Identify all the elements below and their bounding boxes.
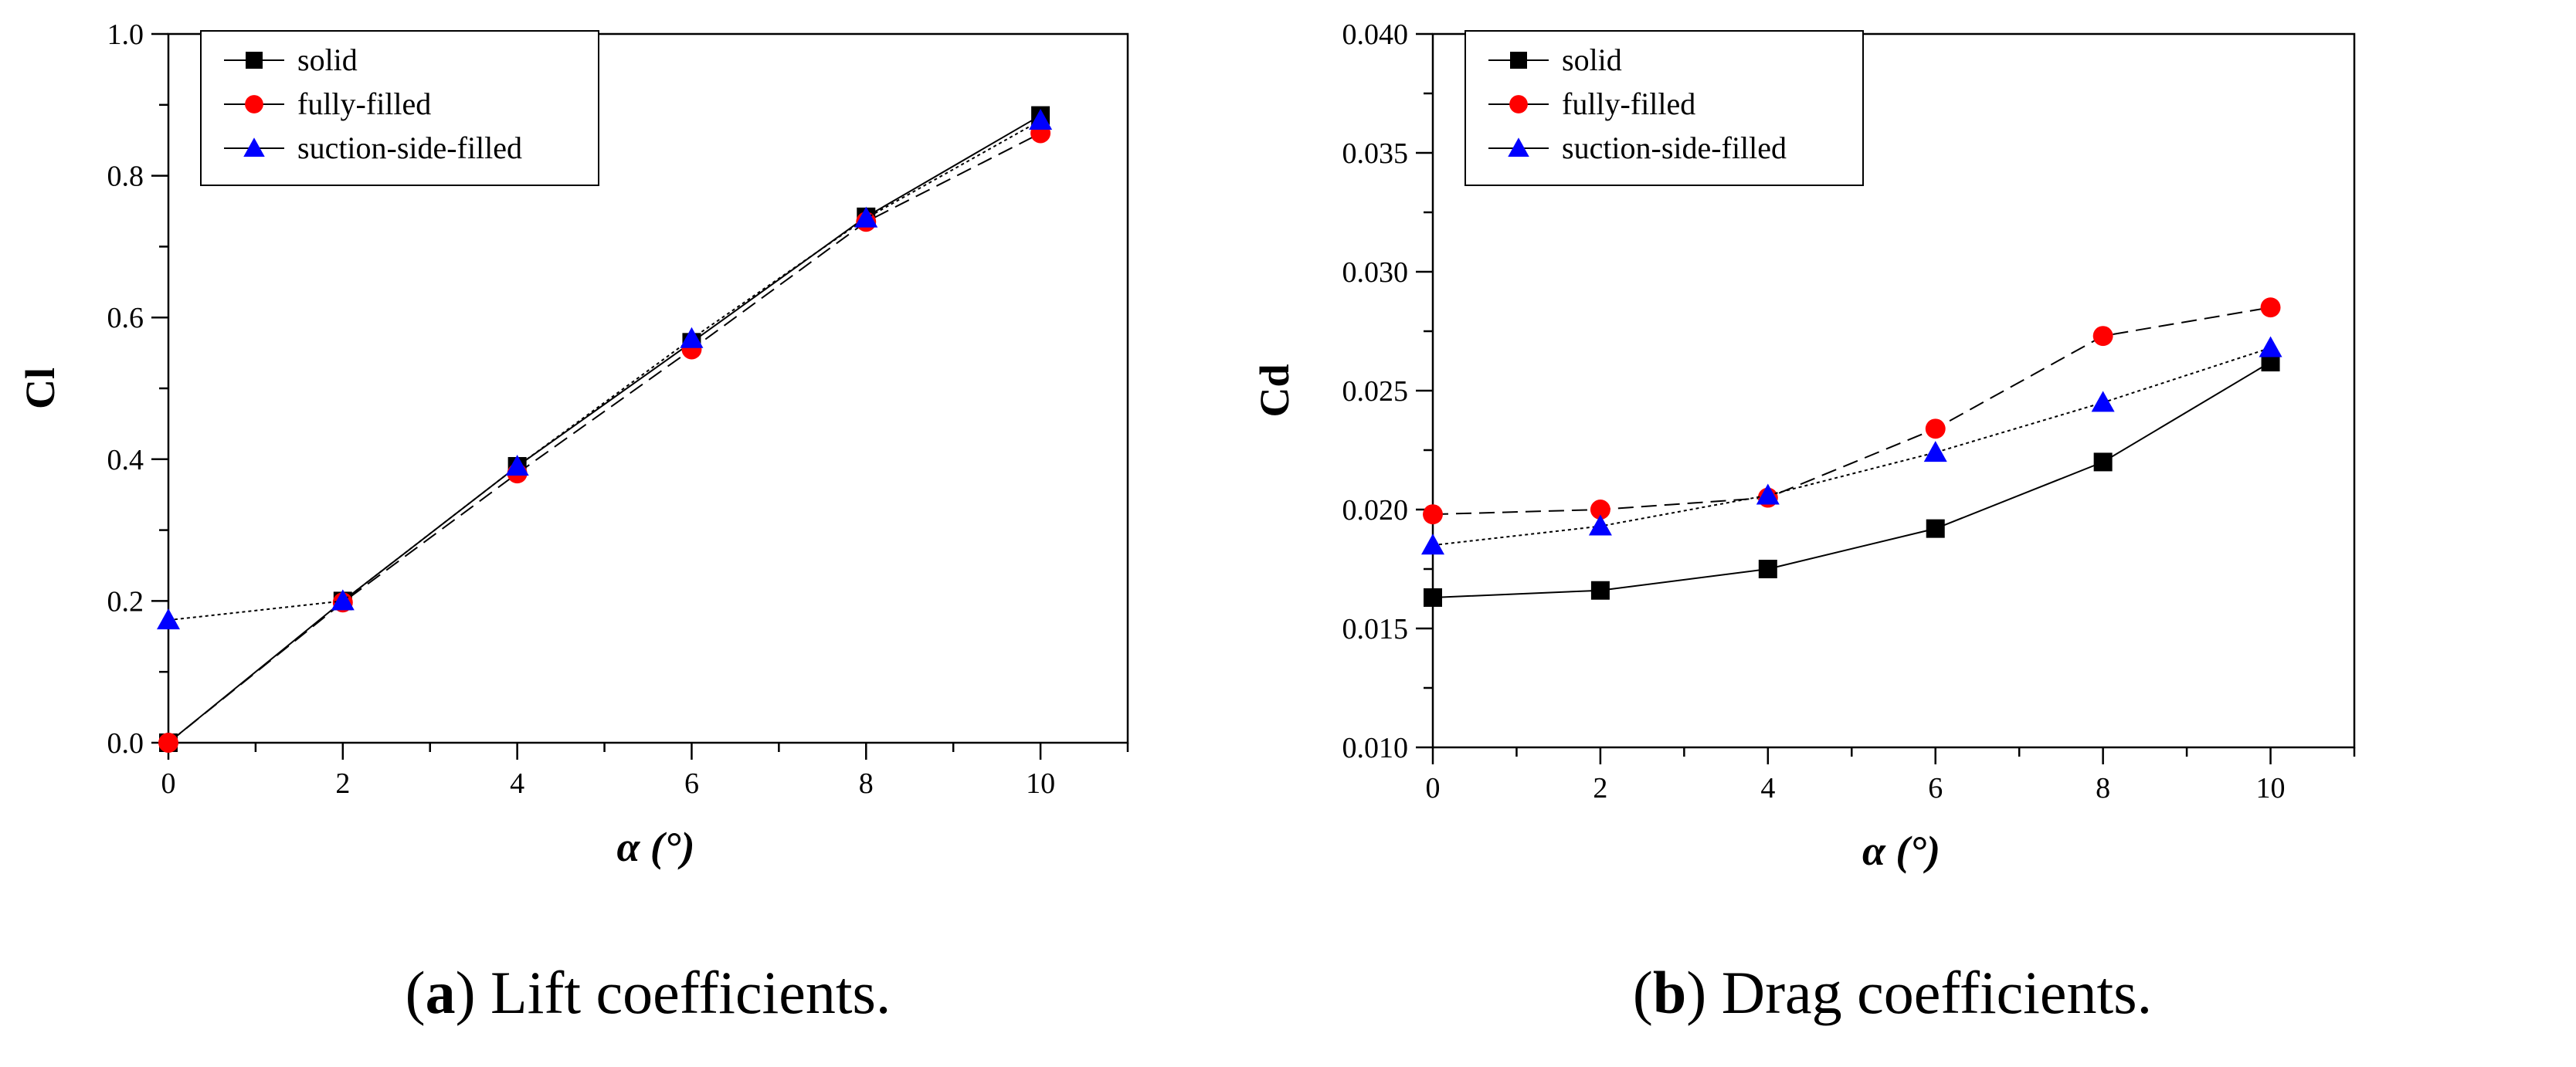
legend-marker-triangle (243, 137, 265, 157)
legend: solid fully-filled suction-side-filled (1464, 30, 1864, 186)
legend-label: suction-side-filled (1562, 130, 1787, 165)
caption-letter: a (426, 959, 456, 1026)
legend-label: solid (1562, 42, 1622, 77)
data-point-circle (1423, 504, 1443, 525)
series-solid (159, 106, 1050, 752)
y-tick-label: 0.4 (107, 444, 144, 476)
data-point-square (1424, 588, 1442, 607)
legend: solid fully-filled suction-side-filled (200, 30, 599, 186)
y-tick-label: 0.030 (1342, 256, 1409, 289)
data-point-triangle (680, 327, 704, 348)
y-tick-label: 0.0 (107, 727, 144, 760)
x-tick-label: 10 (1026, 767, 1055, 800)
series-suction-side-filled (1421, 336, 2282, 555)
y-tick-label: 0.035 (1342, 137, 1409, 170)
caption-prefix: ( (406, 959, 426, 1026)
data-point-triangle (2259, 336, 2282, 357)
legend-label: fully-filled (1562, 86, 1695, 121)
data-point-square (1590, 581, 1610, 600)
legend-marker-square (1510, 52, 1527, 69)
legend-box (200, 30, 599, 186)
series-fully-filled (1423, 297, 2281, 525)
data-point-circle (158, 733, 178, 753)
series-line (168, 114, 1041, 744)
chart-drag: 0 2 4 6 8 10 0.010 0.015 0.020 0.025 0.030 0.035 0.0… (1251, 19, 2356, 1026)
series-line (1432, 361, 2272, 598)
legend-marker-triangle (1508, 137, 1529, 157)
y-axis-label: Cl (17, 368, 63, 409)
x-axis-label: α (°) (617, 824, 695, 870)
series-line (1432, 347, 2271, 547)
caption: (a) Lift coefficients. (406, 959, 891, 1026)
x-tick-label: 0 (1426, 772, 1441, 804)
y-axis-label: Cd (1251, 364, 1298, 417)
x-tick-label: 6 (684, 767, 699, 800)
x-tick-label: 8 (2096, 772, 2110, 804)
data-point-circle (1590, 500, 1610, 520)
legend-label: solid (297, 42, 358, 77)
series-suction-side-filled (157, 108, 1053, 630)
legend-box (1464, 30, 1864, 186)
data-point-circle (2260, 297, 2281, 318)
legend-label: suction-side-filled (297, 130, 522, 165)
y-tick-label: 0.025 (1342, 375, 1409, 408)
y-tick-label: 0.2 (107, 585, 144, 618)
caption-prefix: ( (1633, 959, 1653, 1026)
x-tick-label: 0 (161, 767, 176, 800)
y-tick-label: 0.020 (1342, 494, 1409, 527)
legend-marker-circle (245, 95, 263, 113)
x-tick-label: 2 (335, 767, 350, 800)
data-point-triangle (1923, 441, 1947, 462)
data-point-triangle (1588, 514, 1612, 536)
caption-letter: b (1653, 959, 1686, 1026)
legend-marker-square (246, 52, 263, 69)
data-point-square (1758, 560, 1777, 578)
y-tick-label: 0.015 (1342, 613, 1409, 645)
y-tick-label: 0.010 (1342, 732, 1409, 764)
data-point-square (1926, 519, 1945, 538)
data-point-triangle (331, 589, 355, 611)
data-point-triangle (854, 206, 878, 228)
data-point-triangle (2091, 391, 2115, 412)
data-point-triangle (1421, 534, 1444, 555)
data-point-circle (1925, 418, 1946, 439)
x-tick-label: 8 (859, 767, 874, 800)
data-point-square (2093, 452, 2113, 472)
caption-text: ) Drag coefficients. (1686, 959, 2152, 1026)
y-tick-label: 0.040 (1342, 19, 1409, 51)
x-tick-label: 10 (2256, 772, 2286, 804)
x-tick-label: 6 (1928, 772, 1943, 804)
data-point-triangle (1756, 483, 1780, 505)
series-line (168, 132, 1041, 744)
chart-lift: 0 2 4 6 8 10 0.0 0.2 0.4 0.6 0.8 1.0 α (°) Cl solid ful… (17, 19, 1129, 1026)
y-tick-label: 1.0 (107, 19, 144, 51)
x-axis-label: α (°) (1862, 828, 1940, 874)
x-tick-label: 2 (1593, 772, 1607, 804)
y-tick-label: 0.6 (107, 302, 144, 334)
series-fully-filled (158, 123, 1051, 753)
data-point-triangle (1029, 108, 1053, 130)
data-point-triangle (505, 454, 529, 476)
caption: (b) Drag coefficients. (1633, 959, 2152, 1026)
x-tick-label: 4 (510, 767, 524, 800)
data-point-circle (2092, 326, 2113, 347)
series-line (168, 120, 1041, 622)
data-point-triangle (157, 608, 180, 630)
series-solid (1424, 353, 2280, 607)
y-tick-label: 0.8 (107, 161, 144, 193)
x-tick-label: 4 (1760, 772, 1775, 804)
caption-text: ) Lift coefficients. (456, 959, 891, 1026)
series-line (1432, 307, 2271, 516)
legend-label: fully-filled (297, 86, 431, 121)
legend-marker-circle (1509, 95, 1528, 113)
